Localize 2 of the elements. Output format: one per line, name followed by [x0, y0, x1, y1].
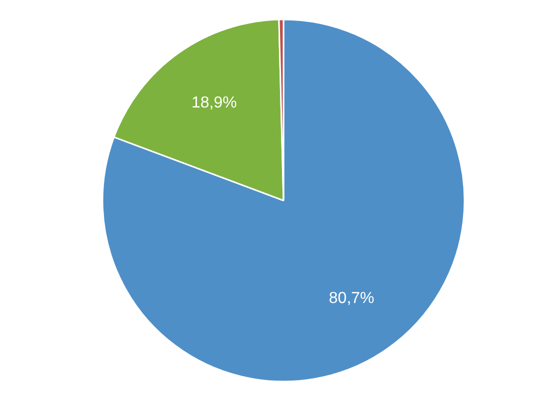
data-label: 18,9%	[192, 94, 237, 112]
data-label: 80,7%	[328, 290, 374, 308]
